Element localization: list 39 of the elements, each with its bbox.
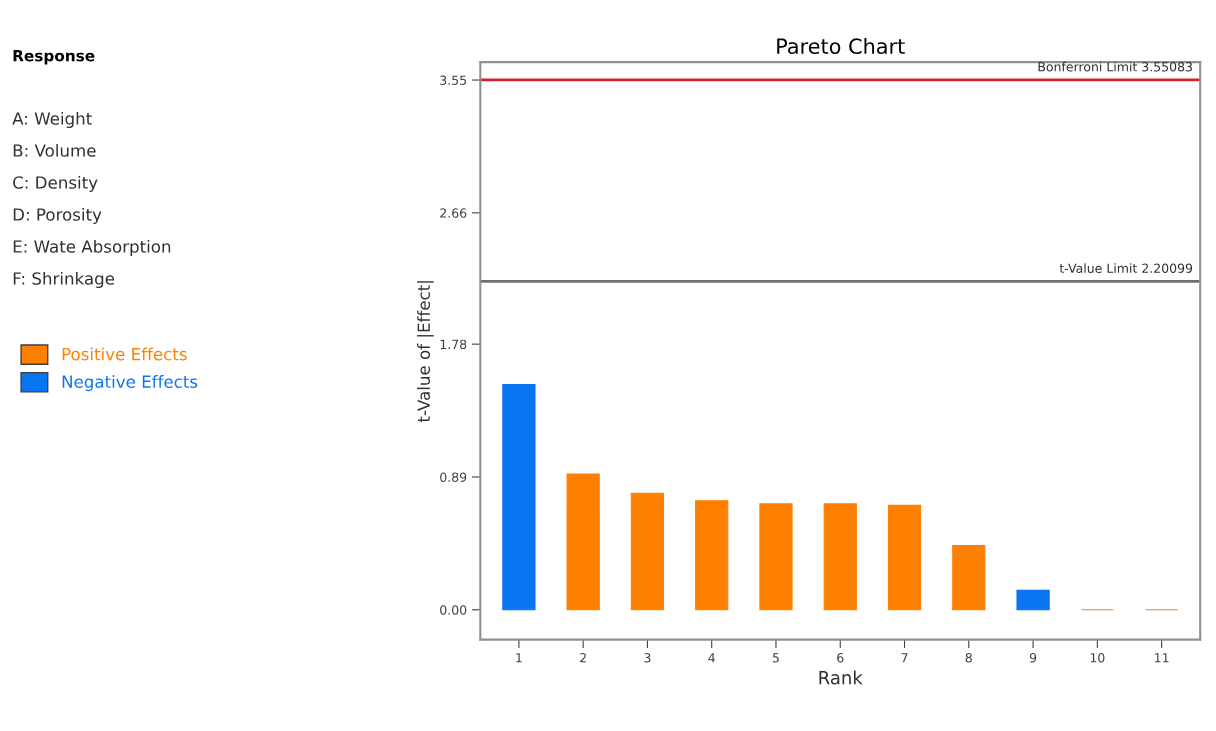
text: D: Porosity	[13, 207, 102, 225]
bar	[887, 504, 922, 611]
x-tick-label: 7	[901, 653, 908, 663]
bar	[759, 503, 793, 611]
x-tick-label: 3	[644, 653, 651, 663]
text: F: Shrinkage	[13, 271, 115, 289]
x-axis-title: Rank	[819, 670, 863, 685]
bar	[566, 473, 600, 611]
chart-title: Pareto Chart	[777, 37, 905, 55]
bar	[630, 492, 665, 611]
x-tick-label: 10	[1090, 653, 1105, 663]
y-axis-title: t-Value of |Effect|	[417, 281, 434, 423]
x-tick-label: 4	[708, 653, 715, 663]
bar	[952, 545, 986, 611]
x-tick-label: 5	[772, 653, 779, 663]
text: A: Weight	[12, 111, 92, 129]
legend-title: Response	[13, 50, 95, 65]
x-tick-label: 8	[965, 653, 972, 663]
x-tick-label: 6	[837, 653, 844, 663]
ref-line-label: t-Value Limit 2.20099	[1059, 263, 1193, 273]
x-tick-label: 1	[516, 653, 522, 663]
legend-label: Negative Effects	[62, 375, 198, 392]
text: E: Wate Absorption	[13, 239, 171, 257]
bar	[823, 503, 857, 611]
legend-label: Positive Effects	[62, 347, 187, 361]
bar	[1016, 589, 1050, 611]
bar	[695, 500, 729, 611]
y-tick-label: 1.78	[440, 339, 467, 350]
y-tick-label: 2.66	[440, 208, 467, 218]
y-tick-label: 3.55	[440, 75, 467, 85]
y-tick-label: 0.00	[440, 605, 467, 615]
y-tick-label: 0.89	[440, 472, 467, 482]
x-tick-label: 11	[1155, 653, 1169, 663]
x-tick-label: 2	[580, 653, 586, 663]
text: C: Density	[13, 175, 98, 193]
ref-line-label: Bonferroni Limit 3.55083	[1038, 61, 1192, 72]
text: B: Volume	[13, 143, 96, 157]
bar	[502, 383, 536, 611]
x-tick-label: 9	[1029, 653, 1037, 663]
